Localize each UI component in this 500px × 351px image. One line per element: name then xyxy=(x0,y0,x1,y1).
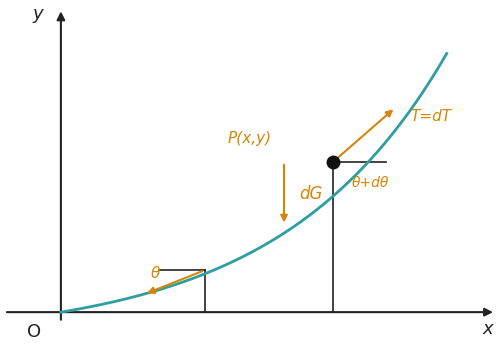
Text: O: O xyxy=(28,323,42,342)
Text: θ+dθ: θ+dθ xyxy=(352,176,390,190)
Text: x: x xyxy=(483,320,494,338)
Text: dG: dG xyxy=(299,185,322,203)
Text: θ: θ xyxy=(151,266,160,280)
Text: P(x,y): P(x,y) xyxy=(228,131,272,146)
Text: T=dT: T=dT xyxy=(410,108,452,124)
Text: y: y xyxy=(33,5,43,23)
